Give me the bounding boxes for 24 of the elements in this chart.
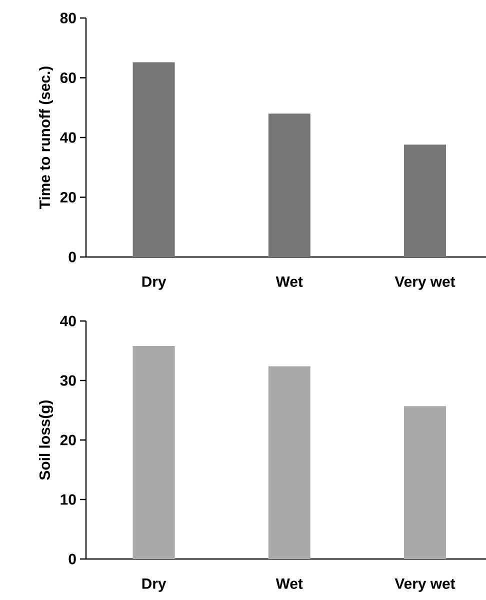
x-tick-label: Very wet [394,578,456,592]
y-axis-title: Time to runoff (sec.) [39,66,54,210]
x-tick-label: Wet [276,578,303,589]
y-tick-label: 60 [60,72,76,84]
y-tick-label: 40 [60,316,76,326]
y-tick-label: 20 [60,192,76,203]
bar [268,114,310,257]
x-tick-label: Very wet [394,276,456,290]
x-tick-label: Dry [142,276,166,290]
bar [404,144,446,257]
y-tick-label: 0 [68,252,76,262]
y-tick-label: 20 [60,434,76,446]
x-tick-label: Wet [276,276,303,287]
y-axis-title: Soil loss(g) [39,400,54,480]
x-tick-label: Dry [142,578,166,592]
y-tick-label: 10 [60,494,76,505]
y-tick-label: 80 [60,12,76,24]
bar [404,406,446,559]
bar [132,346,175,559]
y-tick-label: 30 [60,375,76,386]
y-tick-label: 0 [68,554,76,564]
y-tick-label: 40 [60,132,76,143]
bar [132,62,175,257]
bar [268,366,310,559]
